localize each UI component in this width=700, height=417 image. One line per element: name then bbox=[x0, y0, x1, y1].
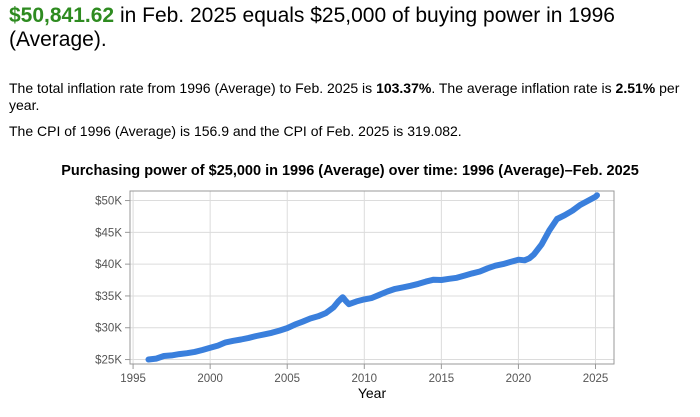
plot-frame bbox=[129, 190, 615, 365]
y-tick-label: $45K bbox=[95, 227, 122, 239]
cpi-summary: The CPI of 1996 (Average) is 156.9 and t… bbox=[9, 123, 462, 139]
x-axis-title: Year bbox=[358, 385, 387, 401]
x-tick-label: 2015 bbox=[429, 373, 455, 385]
x-tick-label: 2000 bbox=[197, 373, 223, 385]
y-tick-label: $40K bbox=[95, 259, 122, 271]
total-inflation-rate: 103.37% bbox=[376, 80, 432, 96]
headline: $50,841.62 in Feb. 2025 equals $25,000 o… bbox=[9, 4, 689, 52]
summary-text-3: per year. bbox=[9, 80, 680, 113]
equivalent-amount: $50,841.62 bbox=[9, 4, 115, 27]
grid-lines bbox=[130, 191, 614, 364]
x-tick-label: 2005 bbox=[274, 373, 300, 385]
y-tick-label: $25K bbox=[95, 355, 122, 367]
series-line bbox=[145, 192, 600, 363]
y-axis-ticks: $25K $30K $35K $40K $45K $50K bbox=[95, 196, 130, 367]
inflation-summary: The total inflation rate from 1996 (Aver… bbox=[9, 80, 689, 114]
average-inflation-rate: 2.51% bbox=[615, 80, 656, 96]
summary-text-2: . The average inflation rate is bbox=[431, 80, 616, 96]
x-tick-label: 2020 bbox=[506, 373, 532, 385]
x-tick-label: 2025 bbox=[583, 373, 609, 385]
x-tick-label: 1995 bbox=[120, 373, 146, 385]
y-tick-label: $35K bbox=[95, 291, 122, 303]
y-tick-label: $30K bbox=[95, 323, 122, 335]
x-axis-ticks: 1995 2000 2005 2010 2015 2020 2025 bbox=[120, 364, 608, 385]
y-tick-label: $50K bbox=[95, 196, 122, 208]
x-tick-label: 2010 bbox=[351, 373, 377, 385]
summary-text-1: The total inflation rate from 1996 (Aver… bbox=[9, 80, 377, 96]
headline-text: in Feb. 2025 equals $25,000 of buying po… bbox=[9, 4, 615, 51]
chart-title: Purchasing power of $25,000 in 1996 (Ave… bbox=[61, 163, 639, 179]
